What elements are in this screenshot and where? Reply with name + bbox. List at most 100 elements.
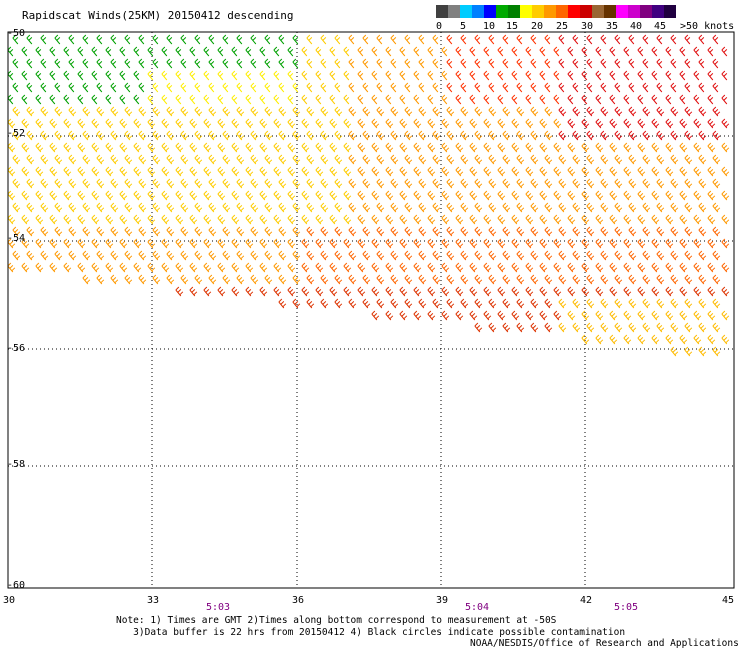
- wind-barb: [49, 214, 58, 225]
- wind-barb: [441, 238, 450, 249]
- wind-barb: [96, 58, 103, 69]
- wind-barb: [623, 118, 632, 129]
- wind-barb: [432, 226, 441, 237]
- wind-barb: [530, 178, 539, 189]
- wind-barb: [208, 154, 217, 165]
- legend-swatch: [460, 5, 472, 18]
- wind-barb: [334, 82, 341, 93]
- wind-barb: [77, 46, 84, 57]
- wind-barb: [82, 274, 91, 285]
- legend-swatch: [580, 5, 592, 18]
- wind-barb: [553, 142, 562, 153]
- wind-barb: [642, 298, 651, 309]
- wind-barb: [301, 166, 310, 177]
- lat-label-54: -54: [7, 233, 25, 244]
- wind-barb: [357, 118, 366, 129]
- wind-barb: [488, 58, 495, 69]
- wind-barb: [511, 142, 520, 153]
- wind-barb: [698, 178, 707, 189]
- wind-barb: [124, 226, 133, 237]
- wind-barb: [236, 202, 245, 213]
- wind-barb: [712, 154, 721, 165]
- wind-barb: [292, 130, 301, 141]
- wind-barb: [138, 178, 147, 189]
- wind-barb: [665, 262, 674, 273]
- wind-barb: [446, 250, 455, 261]
- wind-barb: [259, 142, 268, 153]
- wind-barb: [110, 226, 119, 237]
- wind-barb: [441, 310, 450, 321]
- wind-barb: [77, 166, 86, 177]
- wind-barb: [124, 178, 133, 189]
- wind-barb: [231, 166, 240, 177]
- wind-barb: [567, 286, 576, 297]
- wind-barb: [138, 226, 147, 237]
- wind-barb: [278, 154, 287, 165]
- wind-barb: [390, 226, 399, 237]
- wind-barb: [21, 166, 30, 177]
- wind-barb: [404, 250, 413, 261]
- wind-barb: [413, 262, 422, 273]
- wind-barb: [329, 238, 338, 249]
- wind-barb: [684, 82, 691, 93]
- wind-barb: [474, 322, 483, 333]
- note-line-2: 3)Data buffer is 22 hrs from 20150412 4)…: [133, 627, 626, 638]
- wind-barb: [600, 106, 609, 117]
- wind-barb: [656, 106, 665, 117]
- legend-swatch: [484, 5, 496, 18]
- legend-swatch: [652, 5, 664, 18]
- map-frame: [7, 31, 735, 589]
- wind-barb: [222, 202, 231, 213]
- wind-barb: [152, 82, 159, 93]
- wind-barb: [432, 82, 439, 93]
- wind-barb: [707, 118, 716, 129]
- wind-barb: [446, 34, 453, 45]
- wind-barb: [553, 286, 562, 297]
- wind-barb: [707, 94, 714, 105]
- wind-barb: [623, 286, 632, 297]
- wind-barb: [656, 130, 665, 141]
- wind-barb: [483, 46, 490, 57]
- wind-barb: [511, 286, 520, 297]
- wind-barb: [679, 46, 686, 57]
- wind-barb: [651, 142, 660, 153]
- wind-barb: [567, 310, 576, 321]
- wind-barb: [539, 70, 546, 81]
- wind-barb: [21, 190, 30, 201]
- wind-barb: [651, 190, 660, 201]
- wind-barb: [278, 202, 287, 213]
- wind-barb: [189, 118, 198, 129]
- wind-barb: [217, 166, 226, 177]
- wind-barb: [628, 34, 635, 45]
- wind-barb: [539, 46, 546, 57]
- wind-barb: [315, 70, 322, 81]
- wind-barb: [147, 214, 156, 225]
- wind-barb: [110, 34, 117, 45]
- wind-barb: [119, 118, 128, 129]
- wind-barb: [497, 238, 506, 249]
- wind-barb: [175, 70, 182, 81]
- wind-barb: [306, 34, 313, 45]
- wind-barb: [245, 166, 254, 177]
- wind-barb: [236, 106, 245, 117]
- wind-barb: [628, 274, 637, 285]
- wind-barb: [147, 118, 156, 129]
- wind-barb: [35, 262, 44, 273]
- wind-barb: [586, 58, 593, 69]
- wind-barb: [712, 274, 721, 285]
- wind-barb: [371, 46, 378, 57]
- wind-barb: [217, 46, 224, 57]
- wind-barb: [292, 202, 301, 213]
- wind-barb: [194, 202, 203, 213]
- wind-barb: [390, 274, 399, 285]
- wind-barb: [371, 190, 380, 201]
- wind-barb: [292, 298, 301, 309]
- wind-barb: [26, 106, 35, 117]
- wind-barb: [105, 262, 114, 273]
- wind-barb: [194, 130, 203, 141]
- wind-barb: [222, 34, 229, 45]
- wind-barb: [693, 166, 702, 177]
- wind-barb: [558, 34, 565, 45]
- wind-barb: [21, 262, 30, 273]
- wind-barb: [222, 154, 231, 165]
